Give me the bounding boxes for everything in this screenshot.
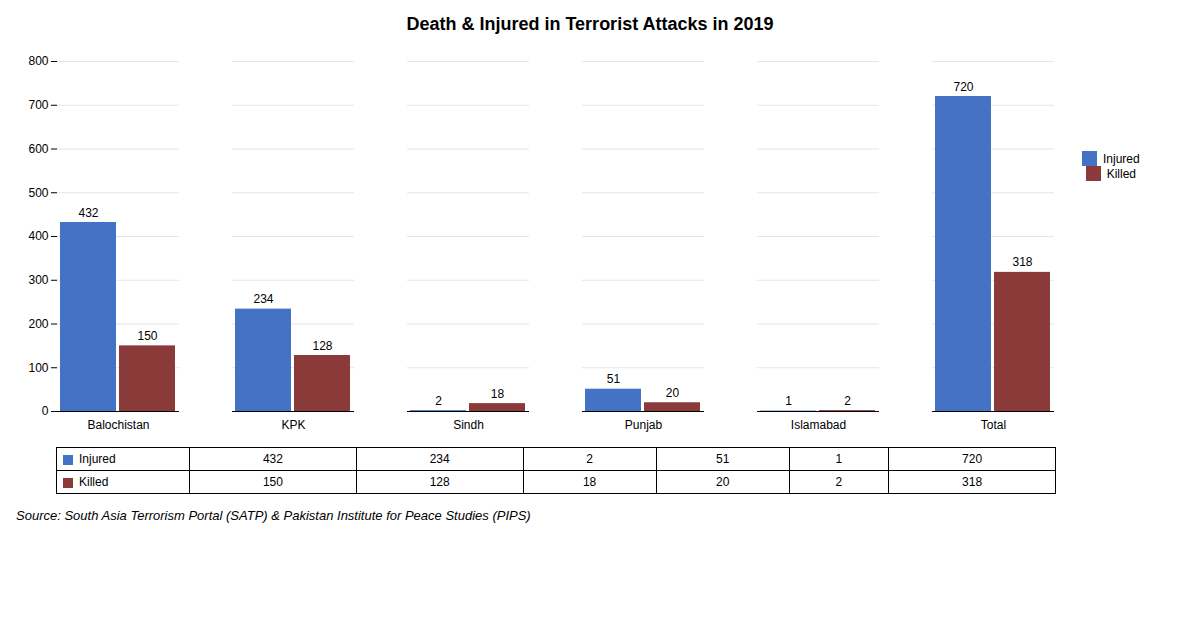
html-text:150: 150 (262, 475, 283, 489)
svg-text:800: 800 (28, 54, 48, 68)
svg-text:Punjab: Punjab (625, 418, 663, 432)
html-text:Killed: Killed (1106, 166, 1136, 181)
svg-text:18: 18 (491, 387, 505, 401)
html-text:2: 2 (586, 452, 593, 466)
svg-text:2: 2 (844, 394, 851, 408)
html-text:Killed: Killed (79, 475, 109, 489)
svg-text:720: 720 (953, 80, 973, 94)
svg-text:2: 2 (435, 394, 442, 408)
svg-text:Sindh: Sindh (453, 418, 484, 432)
svg-text:500: 500 (28, 186, 48, 200)
svg-text:300: 300 (28, 273, 48, 287)
svg-text:1: 1 (785, 394, 792, 408)
svg-text:Balochistan: Balochistan (87, 418, 149, 432)
svg-text:200: 200 (28, 317, 48, 331)
svg-text:432: 432 (78, 206, 98, 220)
html-text:128: 128 (429, 475, 450, 489)
svg-text:318: 318 (1012, 255, 1032, 269)
svg-text:234: 234 (253, 292, 273, 306)
html-text:20: 20 (716, 475, 730, 489)
html-text:18: 18 (582, 475, 597, 489)
html-text:2: 2 (835, 475, 843, 489)
html-text:234: 234 (429, 452, 450, 466)
svg-text:700: 700 (28, 98, 48, 112)
html-text:Injured: Injured (1103, 151, 1140, 166)
html-text:Death & Injured in Terrorist A: Death & Injured in Terrorist Attacks in … (406, 14, 774, 34)
svg-text:128: 128 (312, 339, 332, 353)
html-text:432: 432 (262, 452, 283, 466)
svg-text:51: 51 (607, 372, 621, 386)
svg-text:150: 150 (137, 329, 157, 343)
svg-text:Islamabad: Islamabad (791, 418, 846, 432)
svg-text:0: 0 (42, 404, 49, 418)
svg-text:600: 600 (28, 142, 48, 156)
svg-text:Total: Total (981, 418, 1006, 432)
svg-text:100: 100 (28, 361, 48, 375)
html-text:51: 51 (716, 452, 730, 466)
html-text:318: 318 (962, 475, 983, 489)
html-text:1: 1 (835, 452, 843, 466)
svg-text:400: 400 (28, 229, 48, 243)
svg-text:KPK: KPK (281, 418, 305, 432)
html-text:Source: South Asia Terrorism P: Source: South Asia Terrorism Portal (SAT… (16, 508, 531, 523)
html-text:720: 720 (962, 452, 983, 466)
svg-text:20: 20 (666, 386, 680, 400)
html-text:Injured: Injured (79, 452, 116, 466)
